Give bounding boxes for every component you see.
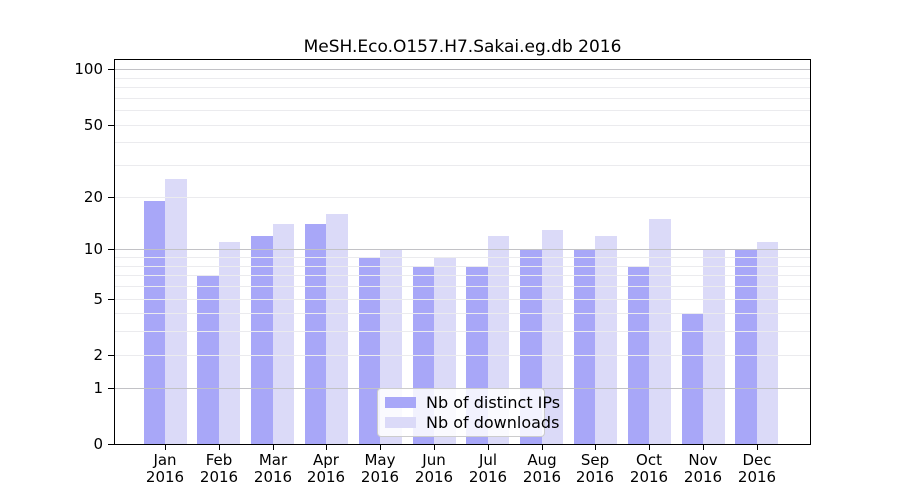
bar-downloads-nov	[703, 249, 725, 444]
y-tick-mark	[108, 249, 115, 250]
bar-distinct-ips-oct	[627, 265, 650, 444]
bar-distinct-ips-nov	[681, 313, 703, 444]
gridline-minor	[115, 125, 810, 126]
gridline-major	[115, 249, 810, 250]
y-tick-mark	[108, 444, 115, 445]
y-tick-mark	[108, 197, 115, 198]
x-tick-mark	[326, 444, 327, 450]
legend-item-distinct-ips: Nb of distinct IPs	[385, 393, 560, 412]
gridline-minor	[115, 286, 810, 287]
bar-distinct-ips-mar	[251, 235, 273, 444]
bar-downloads-aug	[541, 229, 564, 444]
x-tick-label-oct: Oct 2016	[629, 451, 669, 486]
x-tick-mark	[542, 444, 543, 450]
gridline-minor	[115, 165, 810, 166]
gridline-minor	[115, 87, 810, 88]
chart-title: MeSH.Eco.O157.H7.Sakai.eg.db 2016	[303, 37, 622, 57]
y-tick-label: 100	[74, 60, 103, 78]
x-tick-mark	[273, 444, 274, 450]
bar-distinct-ips-apr	[304, 224, 327, 444]
gridline-minor	[115, 142, 810, 143]
bar-downloads-feb	[218, 242, 241, 444]
y-tick-label: 10	[83, 240, 103, 258]
y-tick-label: 20	[83, 188, 103, 206]
gridline-minor	[115, 331, 810, 332]
gridline-minor	[115, 313, 810, 314]
gridline-minor	[115, 355, 810, 356]
legend-swatch-downloads	[385, 416, 416, 428]
bar-distinct-ips-dec	[735, 249, 757, 444]
y-tick-mark	[108, 299, 115, 300]
gridline-minor	[115, 299, 810, 300]
legend: Nb of distinct IPs Nb of downloads	[377, 388, 560, 437]
x-tick-label-jan: Jan 2016	[145, 451, 185, 486]
bar-distinct-ips-jan	[143, 200, 165, 444]
gridline-minor	[115, 110, 810, 111]
y-tick-label: 2	[93, 346, 103, 364]
y-tick-mark	[108, 388, 115, 389]
y-tick-mark	[108, 355, 115, 356]
bar-downloads-apr	[326, 213, 348, 444]
gridline-minor	[115, 275, 810, 276]
x-tick-mark	[703, 444, 704, 450]
x-tick-mark	[757, 444, 758, 450]
bar-distinct-ips-sep	[573, 249, 596, 444]
plot-area	[115, 60, 810, 444]
legend-item-downloads: Nb of downloads	[385, 413, 559, 432]
x-tick-label-feb: Feb 2016	[199, 451, 239, 486]
bar-downloads-jan	[165, 179, 187, 444]
x-tick-mark	[595, 444, 596, 450]
gridline-minor	[115, 78, 810, 79]
x-tick-mark	[380, 444, 381, 450]
bar-downloads-dec	[756, 242, 779, 444]
bar-downloads-mar	[272, 224, 295, 444]
x-tick-mark	[434, 444, 435, 450]
x-tick-label-jun: Jun 2016	[414, 451, 454, 486]
x-tick-mark	[165, 444, 166, 450]
y-tick-label: 0	[93, 435, 103, 453]
x-tick-label-may: May 2016	[360, 451, 400, 486]
legend-label-distinct-ips: Nb of distinct IPs	[426, 393, 561, 413]
y-tick-mark	[108, 125, 115, 126]
gridline-minor	[115, 197, 810, 198]
legend-swatch-distinct-ips	[385, 397, 416, 409]
x-tick-label-dec: Dec 2016	[737, 451, 777, 486]
gridline-minor	[115, 98, 810, 99]
y-tick-mark	[108, 69, 115, 70]
x-tick-mark	[219, 444, 220, 450]
bar-downloads-sep	[595, 235, 617, 444]
gridline-minor	[115, 257, 810, 258]
y-tick-label: 50	[83, 116, 103, 134]
x-tick-label-aug: Aug 2016	[522, 451, 562, 486]
x-tick-label-jul: Jul 2016	[468, 451, 508, 486]
x-tick-mark	[649, 444, 650, 450]
gridline-major	[115, 69, 810, 70]
y-tick-label: 1	[93, 379, 103, 397]
x-tick-label-sep: Sep 2016	[575, 451, 615, 486]
x-tick-label-apr: Apr 2016	[306, 451, 346, 486]
y-tick-label: 5	[93, 290, 103, 308]
legend-label-downloads: Nb of downloads	[426, 412, 560, 432]
x-tick-mark	[488, 444, 489, 450]
x-tick-label-mar: Mar 2016	[253, 451, 293, 486]
bar-distinct-ips-feb	[197, 275, 219, 444]
bar-distinct-ips-may	[358, 257, 381, 444]
gridline-minor	[115, 266, 810, 267]
x-tick-label-nov: Nov 2016	[683, 451, 723, 486]
